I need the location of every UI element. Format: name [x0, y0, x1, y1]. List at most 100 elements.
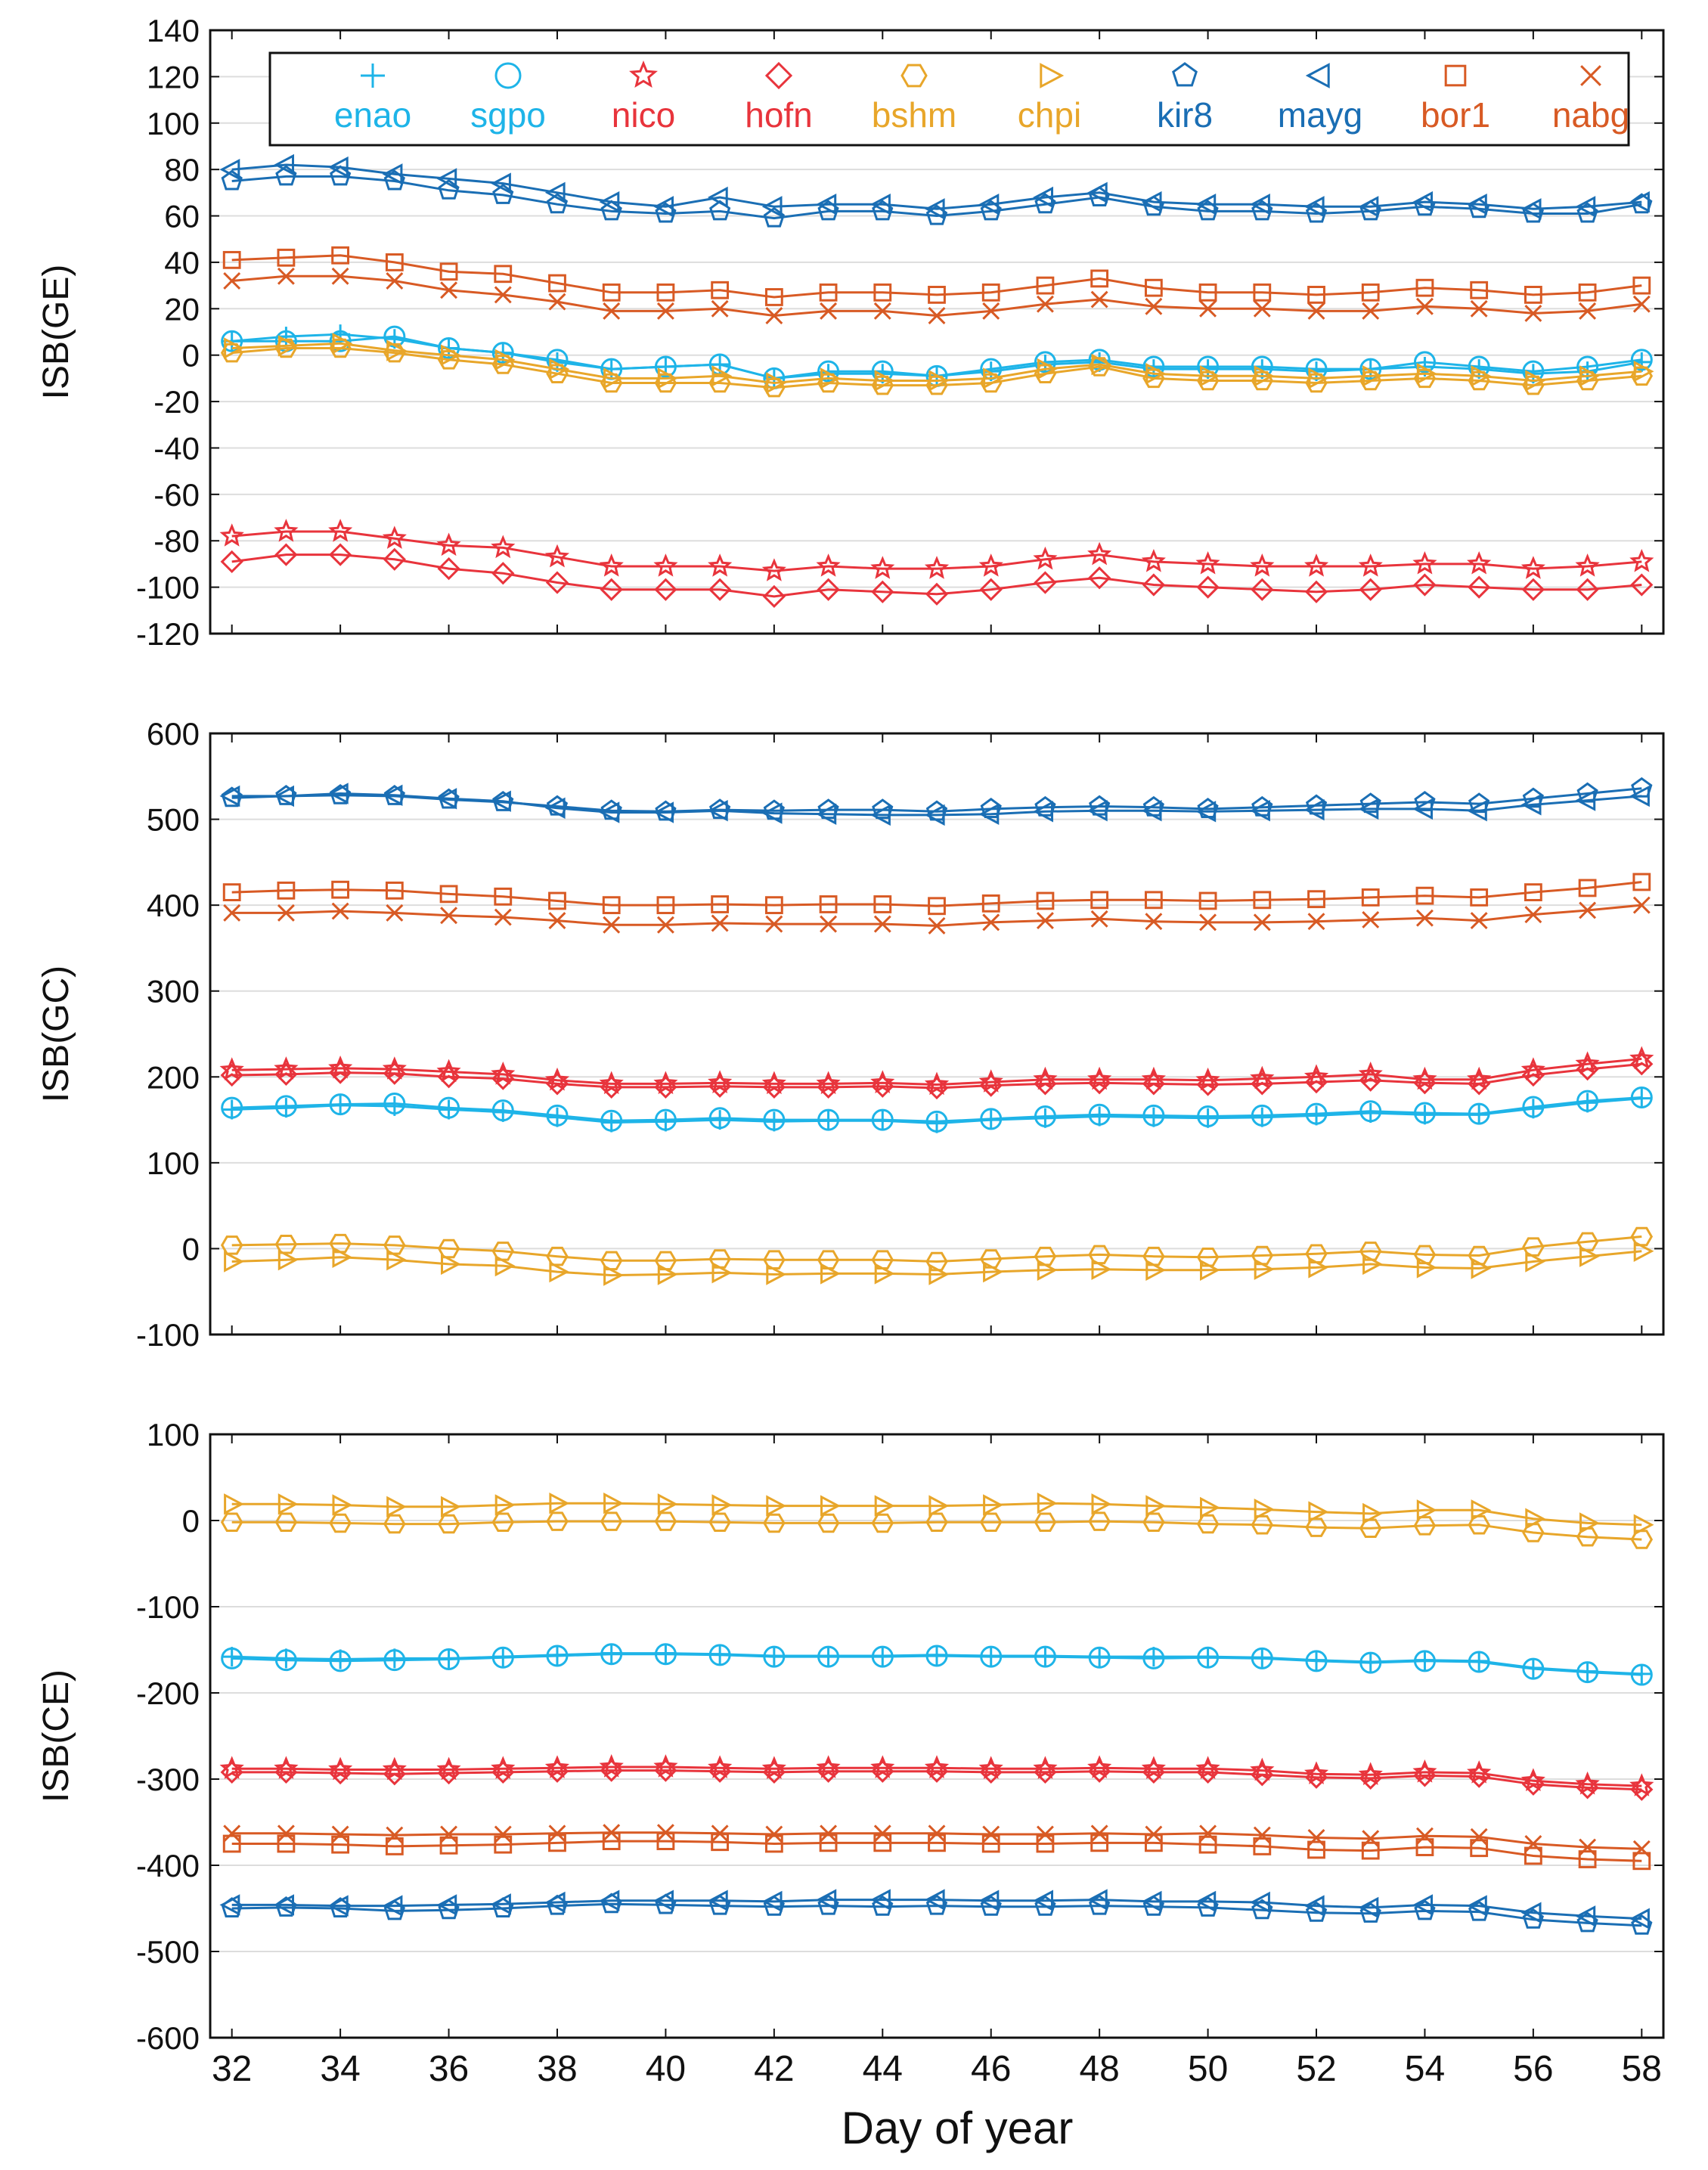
series-line-hofn [231, 1769, 1642, 1791]
data-point-hofn [1034, 1760, 1057, 1784]
data-point-chpi [224, 337, 244, 359]
data-point-mayg [978, 194, 1000, 215]
data-point-hofn [1468, 1072, 1491, 1096]
series-line-mayg [231, 1899, 1642, 1920]
data-point-hofn [1087, 1759, 1111, 1783]
series-line-nico [231, 1765, 1642, 1787]
data-point-bshm [925, 1251, 948, 1272]
data-point-nabg [1036, 1825, 1054, 1843]
data-point-sgpo [817, 1645, 840, 1668]
data-point-bor1 [385, 253, 404, 271]
series-nabg [223, 1824, 1651, 1858]
legend-label-hofn: hofn [745, 95, 813, 135]
data-point-chpi [820, 1263, 841, 1285]
data-point-hofn [654, 1075, 677, 1099]
data-point-nabg [494, 908, 512, 926]
y-tick-label: -500 [136, 1934, 200, 1970]
data-point-mayg [1358, 196, 1379, 218]
series-sgpo [221, 1643, 1653, 1686]
data-point-bshm [329, 1513, 352, 1533]
data-point-sgpo [221, 1096, 243, 1119]
data-point-hofn [491, 1760, 515, 1784]
series-hofn [220, 1759, 1654, 1801]
data-point-kir8 [492, 1897, 514, 1917]
legend-entry-kir8: kir8 [1157, 62, 1213, 135]
data-point-hofn [274, 1760, 298, 1784]
data-point-nabg [820, 302, 838, 320]
data-point-bor1 [1524, 1846, 1542, 1865]
y-axis-label: ISB(GE) [36, 265, 76, 400]
panel-isb-gc: -100 0 100 200 300 400 500 600 ISB(GC) [36, 716, 1665, 1353]
data-point-hofn [1251, 1072, 1274, 1096]
data-point-hofn [1468, 575, 1491, 599]
legend-marker-nabg [1580, 65, 1601, 86]
data-point-bshm [1305, 1517, 1328, 1537]
data-point-nico [761, 558, 786, 581]
data-point-bshm [1251, 1514, 1274, 1535]
data-point-bor1 [439, 262, 458, 281]
data-point-chpi [1200, 365, 1220, 387]
data-point-kir8 [655, 1893, 677, 1914]
data-point-mayg [761, 196, 783, 218]
x-tick-label: 50 [1188, 2049, 1228, 2089]
data-point-bshm [1088, 1245, 1111, 1265]
series-chpi [224, 333, 1654, 394]
series-hofn [220, 1052, 1654, 1100]
data-point-bshm [1196, 1248, 1220, 1267]
data-point-bor1 [277, 1834, 296, 1853]
data-point-mayg [274, 1894, 294, 1916]
data-point-mayg [1520, 794, 1542, 816]
legend-box [268, 51, 1630, 147]
data-point-chpi [1308, 367, 1329, 389]
y-tick-label: -20 [153, 384, 200, 420]
data-point-bor1 [222, 1834, 241, 1853]
data-point-bshm [1413, 1516, 1437, 1536]
data-point-chpi [1525, 1251, 1546, 1273]
data-point-nico [382, 525, 407, 549]
data-point-bshm [1522, 375, 1545, 395]
data-point-nabg [1199, 913, 1217, 932]
data-point-bor1 [1307, 890, 1325, 909]
data-point-hofn [437, 1761, 460, 1785]
data-point-mayg [1466, 194, 1487, 215]
data-point-nabg [1470, 912, 1488, 930]
data-point-sgpo [763, 1645, 786, 1668]
data-point-mayg [327, 783, 349, 804]
data-point-bor1 [1361, 283, 1380, 302]
data-point-sgpo [654, 355, 677, 378]
data-point-nico [1629, 1046, 1654, 1070]
data-point-hofn [383, 1062, 406, 1085]
data-point-hofn [1304, 1070, 1328, 1094]
data-point-mayg [1250, 1891, 1270, 1914]
data-point-mayg [1303, 1895, 1325, 1917]
data-point-nabg [277, 904, 295, 922]
data-point-nico [978, 553, 1003, 577]
series-kir8 [221, 1893, 1653, 1935]
data-point-kir8 [330, 1897, 352, 1917]
data-point-mayg [761, 802, 783, 824]
data-point-chpi [1471, 1257, 1492, 1279]
series-mayg [219, 783, 1650, 826]
data-point-hofn [383, 1762, 406, 1786]
data-point-kir8 [1034, 1895, 1056, 1916]
data-point-sgpo [654, 1108, 677, 1131]
data-point-chpi [1471, 1499, 1492, 1521]
data-point-sgpo [1359, 1100, 1382, 1123]
data-point-hofn [1630, 1052, 1654, 1076]
data-point-hofn [1142, 573, 1166, 597]
legend-label-bor1: bor1 [1421, 95, 1490, 135]
legend-entry-bor1: bor1 [1421, 64, 1490, 135]
legend-marker-bor1 [1444, 64, 1467, 87]
data-point-mayg [1141, 800, 1162, 822]
data-point-sgpo [1413, 1102, 1436, 1124]
series-line-hofn [231, 1062, 1642, 1090]
data-point-sgpo [1034, 351, 1056, 374]
data-point-bshm [491, 1512, 515, 1532]
data-point-nabg [873, 1824, 891, 1843]
data-point-mayg [870, 1889, 891, 1911]
data-point-enao [1415, 1105, 1435, 1125]
data-point-sgpo [1088, 1103, 1111, 1126]
data-point-chpi [1254, 1258, 1275, 1280]
data-point-chpi [494, 349, 516, 370]
data-point-hofn [871, 1074, 894, 1098]
